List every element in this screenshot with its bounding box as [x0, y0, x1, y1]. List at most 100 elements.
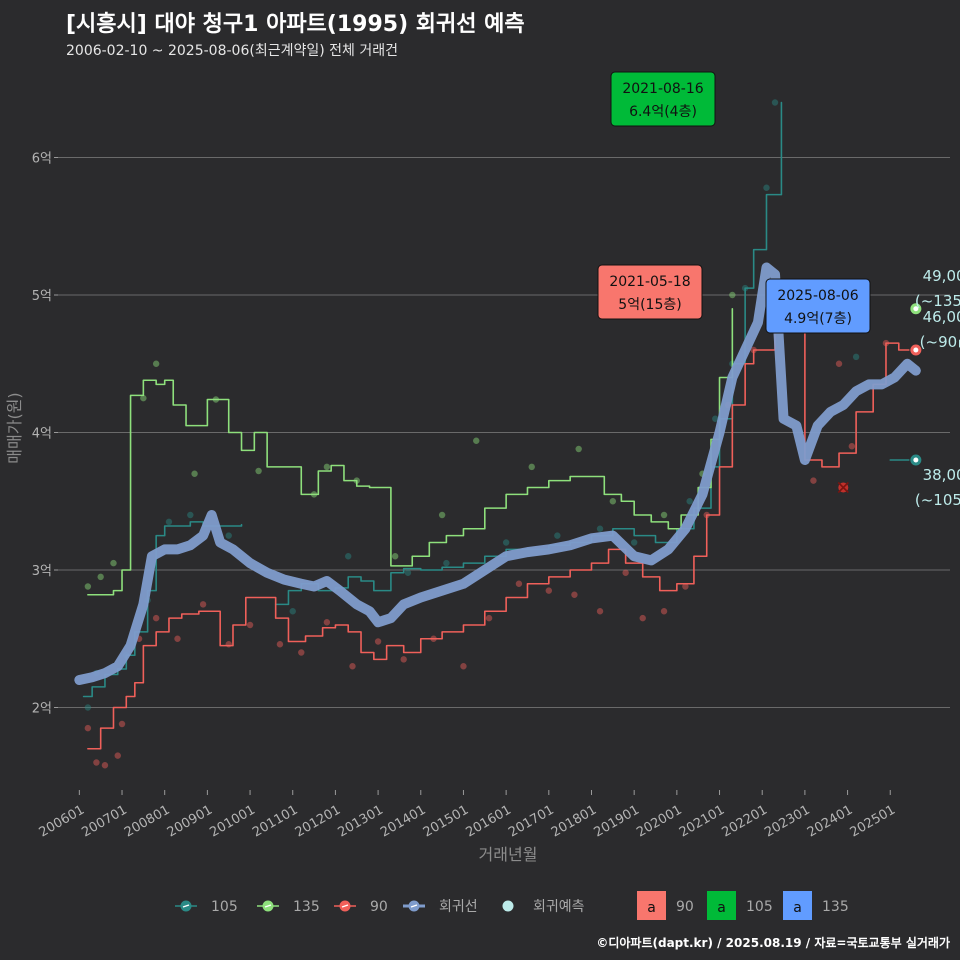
y-tick-label: 2억	[32, 702, 52, 717]
legend-box-label: 90	[676, 899, 694, 915]
scatter-point-135	[84, 583, 92, 590]
legend-dot-mark	[341, 904, 349, 908]
prediction-value-label: 46,000	[923, 308, 960, 326]
legend: 105 135 90 회귀선 회귀예측 a 90 a 105 a 135	[175, 891, 849, 920]
legend-dot	[502, 900, 514, 912]
scatter-point-105	[630, 539, 638, 546]
legend-label: 회귀선	[439, 899, 478, 915]
scatter-point-90	[323, 619, 331, 626]
x-tick-label: 200601	[37, 803, 87, 841]
legend-item-105: 105	[175, 899, 238, 915]
scatter-point-90	[835, 360, 843, 367]
scatter-point-105	[554, 532, 561, 539]
scatter-point-135	[323, 463, 331, 471]
y-tick-label: 3억	[32, 564, 52, 579]
scatter-point-105	[225, 532, 232, 539]
x-tick-label: 201101	[250, 803, 300, 841]
x-tick-label: 201401	[378, 803, 428, 841]
prediction-marker-center	[913, 457, 919, 463]
scatter-point-105	[763, 184, 770, 191]
scatter-point-135	[729, 291, 736, 299]
legend-item-회귀예측: 회귀예측	[502, 899, 585, 915]
legend-dot-mark	[410, 904, 418, 908]
scatter-point-135	[255, 467, 262, 475]
scatter-point-105	[686, 498, 693, 505]
prediction-area-label: (~90㎡)	[920, 333, 960, 351]
legend-label: 135	[293, 899, 320, 915]
prediction-area-label: (~105㎡)	[915, 491, 960, 509]
scatter-point-90	[114, 752, 121, 759]
scatter-point-105	[345, 553, 352, 560]
scatter-point-105	[712, 415, 719, 422]
annotation-135: 2025-08-06 4.9억(7층)	[765, 278, 871, 334]
scatter-point-90	[276, 641, 284, 648]
legend-item-90: 90	[334, 899, 388, 915]
y-tick-label: 4억	[32, 427, 52, 442]
legend-box-glyph: a	[647, 900, 656, 916]
x-axis-ticks: 2006012007012008012009012010012011012012…	[37, 790, 898, 840]
legend-box	[783, 891, 812, 920]
scatter-point-90	[374, 638, 382, 645]
x-tick-label: 200901	[165, 803, 215, 841]
annotation-box	[597, 264, 703, 320]
y-tick-label: 5억	[32, 289, 52, 304]
legend-dot-mark	[182, 904, 190, 908]
y-axis-ticks: 2억 3억 4억 5억 6억	[32, 152, 58, 717]
x-tick-label: 202201	[720, 803, 770, 841]
legend-label: 105	[211, 899, 238, 915]
scatter-point-105	[289, 608, 296, 615]
prediction-area-label: (~135㎡)	[915, 292, 960, 310]
prediction-marker-center	[913, 347, 919, 353]
scatter-point-135	[391, 553, 399, 560]
scatter-point-90	[101, 762, 109, 769]
x-tick-label: 201701	[506, 803, 556, 841]
legend-box-label: 135	[822, 899, 849, 915]
legend-label: 90	[370, 899, 388, 915]
prediction-value-label: 38,000	[923, 466, 960, 484]
scatter-point-105	[852, 353, 860, 361]
x-tick-label: 201801	[549, 803, 599, 841]
scatter-point-90	[639, 614, 646, 622]
scatter-point-90	[298, 649, 305, 656]
x-tick-label: 201601	[463, 803, 513, 841]
x-tick-label: 202501	[848, 803, 898, 841]
x-tick-label: 201501	[421, 803, 471, 841]
scatter-point-135	[438, 511, 446, 519]
scatter-point-90	[460, 663, 467, 670]
x-tick-label: 201201	[293, 803, 343, 841]
scatter-point-90	[118, 720, 126, 728]
legend-box	[707, 891, 736, 920]
x-axis-label: 거래년월	[479, 845, 538, 864]
annotation-price: 6.4억(4층)	[629, 104, 697, 120]
scatter-point-105	[165, 518, 173, 526]
x-tick-label: 201001	[207, 803, 257, 841]
y-tick-label: 6억	[32, 152, 52, 167]
scatter-point-135	[152, 360, 160, 367]
prediction-value-label: 49,000	[923, 267, 960, 285]
scatter-point-90	[515, 580, 523, 587]
scatter-point-90	[810, 477, 817, 484]
scatter-point-90	[174, 635, 181, 642]
source-caption: ©디아파트(dapt.kr) / 2025.08.19 / 자료=국토교통부 실…	[596, 936, 950, 950]
scatter-point-105	[84, 704, 92, 711]
legend-box-glyph: a	[717, 900, 726, 916]
scatter-point-135	[191, 470, 198, 477]
scatter-point-135	[609, 498, 617, 505]
x-tick-label: 202301	[762, 803, 812, 841]
legend-label: 회귀예측	[533, 899, 585, 915]
scatter-point-135	[473, 437, 480, 444]
x-tick-label: 201301	[335, 803, 385, 841]
annotation-price: 4.9억(7층)	[784, 311, 852, 327]
annotation-box	[765, 278, 871, 334]
annotation-date: 2021-08-16	[622, 81, 703, 97]
scatter-point-90	[225, 641, 232, 648]
scatter-point-90	[199, 601, 207, 608]
annotation-price: 5억(15층)	[618, 297, 681, 313]
scatter-point-105	[187, 511, 194, 519]
series-line-135	[88, 309, 916, 595]
x-tick-label: 201901	[592, 803, 642, 841]
annotation-105: 2021-08-16 6.4억(4층)	[610, 71, 716, 127]
scatter-point-105	[502, 539, 510, 546]
scatter-point-90	[545, 587, 553, 594]
scatter-point-90	[93, 759, 100, 766]
